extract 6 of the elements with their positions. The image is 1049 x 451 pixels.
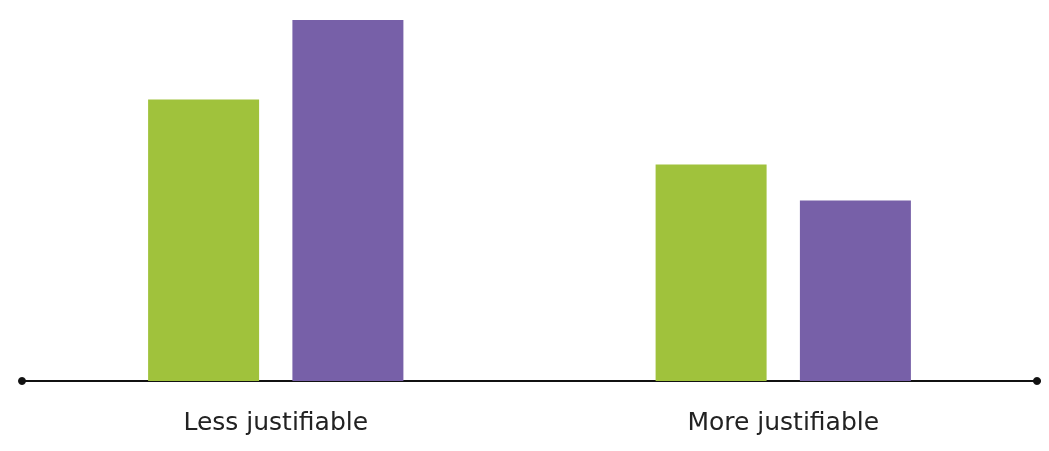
- bar: [148, 99, 260, 381]
- bar: [655, 164, 767, 381]
- bar: [799, 200, 911, 381]
- bar: [292, 20, 404, 381]
- x-tick-label: More justifiable: [687, 407, 880, 436]
- x-tick-label: Less justifiable: [183, 407, 369, 436]
